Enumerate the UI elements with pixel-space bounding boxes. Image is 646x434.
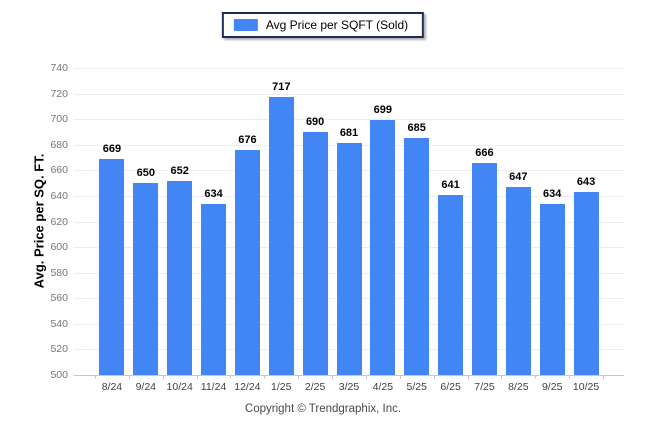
- x-axis-line: [74, 375, 624, 376]
- y-axis-tick-label: 640: [50, 189, 68, 202]
- x-axis-label: 9/25: [541, 381, 563, 393]
- copyright-text: Copyright © Trendgraphix, Inc.: [244, 403, 402, 415]
- bar-value-label: 652: [170, 164, 189, 177]
- bar-value-label: 641: [441, 178, 460, 191]
- bar-value-label: 634: [204, 187, 223, 200]
- bar-value-label: 676: [238, 133, 257, 146]
- x-axis-label: 8/25: [508, 381, 529, 393]
- bar-value-label: 634: [543, 187, 562, 200]
- bar-2-25[interactable]: [302, 131, 328, 375]
- x-axis-tick: [332, 375, 334, 379]
- gridline: [74, 68, 624, 69]
- y-axis-tick-label: 660: [50, 164, 68, 177]
- plot-area: 740 720 700 680 660 640 620 600 580 560 540 520 500 6…: [50, 62, 624, 393]
- bar-value-label: 650: [136, 167, 155, 180]
- x-axis-tick: [128, 375, 130, 379]
- x-axis-tick: [467, 375, 469, 379]
- y-axis-tick-label: 560: [50, 292, 68, 305]
- x-axis-label: 7/25: [474, 381, 495, 393]
- x-axis-tick: [603, 375, 604, 379]
- bar-4-25[interactable]: [370, 120, 396, 375]
- x-axis-label: 5/25: [406, 381, 427, 393]
- y-axis-tick-label: 500: [50, 369, 68, 381]
- y-axis-tick-label: 680: [50, 138, 68, 151]
- bar-value-label: 681: [339, 127, 359, 140]
- x-axis-tick: [298, 375, 300, 379]
- bar-7-25[interactable]: [471, 162, 497, 375]
- bar-5-25[interactable]: [404, 138, 430, 375]
- bar-9-24[interactable]: [133, 183, 159, 375]
- x-axis-label: 10/25: [572, 381, 600, 393]
- bar-8-25[interactable]: [505, 186, 531, 375]
- bar-value-label: 669: [102, 142, 122, 155]
- x-axis-label: 2/25: [304, 381, 326, 393]
- bar-9-25[interactable]: [539, 203, 565, 375]
- x-axis-label: 10/24: [166, 381, 193, 393]
- y-axis-tick-label: 700: [50, 113, 68, 126]
- x-axis-label: 6/25: [440, 381, 461, 393]
- y-axis-tick-label: 520: [50, 343, 68, 356]
- bar-10-25[interactable]: [573, 192, 599, 375]
- bar-value-label: 699: [373, 104, 393, 117]
- gridline: [74, 119, 624, 121]
- y-axis-tick-label: 740: [50, 62, 68, 74]
- bar-8-24[interactable]: [99, 158, 125, 375]
- bar-value-label: 647: [509, 170, 528, 183]
- legend-label: Avg Price per SQFT (Sold): [265, 18, 409, 32]
- y-axis-tick-label: 540: [50, 317, 68, 330]
- bar-value-label: 717: [272, 81, 291, 94]
- bar-value-label: 690: [305, 115, 325, 128]
- x-axis-tick: [535, 375, 537, 379]
- x-axis-label: 9/24: [135, 381, 157, 393]
- bar-6-25[interactable]: [438, 194, 464, 375]
- legend: Avg Price per SQFT (Sold): [221, 12, 425, 38]
- legend-swatch-icon: [233, 19, 258, 31]
- x-axis-tick: [196, 375, 198, 379]
- bar-value-label: 685: [407, 122, 426, 135]
- y-axis-tick-label: 600: [50, 241, 68, 254]
- x-axis-label: 8/24: [101, 381, 123, 393]
- y-axis-tick-label: 620: [50, 215, 68, 228]
- bar-11-24[interactable]: [201, 203, 227, 375]
- bar-value-label: 643: [576, 176, 596, 189]
- x-axis-label: 12/24: [234, 381, 261, 393]
- gridline: [74, 93, 624, 95]
- x-axis-tick: [365, 375, 367, 379]
- x-axis-tick: [433, 375, 435, 379]
- bar-value-label: 666: [475, 146, 494, 159]
- x-axis-label: 3/25: [338, 381, 360, 393]
- x-axis-tick: [501, 375, 503, 379]
- y-axis-tick-label: 580: [50, 266, 68, 279]
- bar-12-24[interactable]: [234, 149, 260, 375]
- x-axis-label: 1/25: [271, 381, 292, 393]
- x-axis-tick: [569, 375, 571, 379]
- x-axis-tick: [95, 375, 96, 379]
- bar-3-25[interactable]: [336, 143, 362, 375]
- x-axis-label: 4/25: [372, 381, 394, 393]
- x-axis-label: 11/24: [200, 381, 227, 393]
- y-axis-tick-label: 720: [50, 87, 68, 100]
- bar-1-25[interactable]: [268, 97, 294, 375]
- x-axis-tick: [162, 375, 164, 379]
- x-axis-tick: [264, 375, 266, 379]
- x-axis-tick: [230, 375, 232, 379]
- bar-10-24[interactable]: [167, 180, 193, 375]
- x-axis-tick: [399, 375, 401, 379]
